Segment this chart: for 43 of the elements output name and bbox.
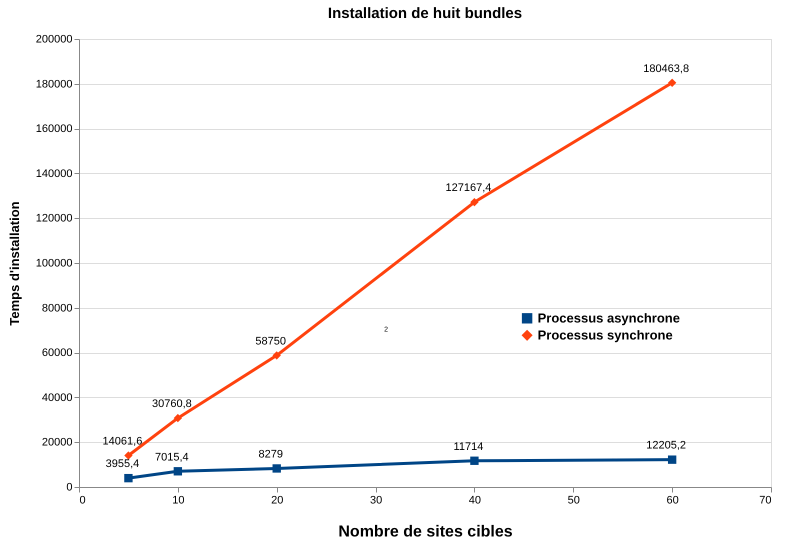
point — [668, 455, 676, 464]
x-axis-title: Nombre de sites cibles — [338, 524, 513, 540]
y-tick-label: 160000 — [36, 123, 72, 136]
point — [272, 351, 281, 360]
data-label: 7015,4 — [155, 451, 189, 464]
point — [470, 198, 479, 206]
data-label: 11714 — [454, 440, 484, 453]
x-tick-label: 50 — [568, 494, 580, 506]
data-label: 127167,4 — [445, 182, 492, 194]
y-tick-label: 80000 — [42, 302, 72, 314]
data-label: 8279 — [258, 448, 283, 460]
point — [272, 464, 281, 473]
chart-title: Installation de huit bundles — [328, 5, 522, 22]
y-tick-label: 0 — [66, 482, 72, 494]
y-tick-label: 200000 — [36, 34, 72, 46]
y-tick-label: 60000 — [42, 347, 72, 360]
legend-label: Processus asynchrone — [538, 310, 680, 326]
y-tick-label: 140000 — [36, 168, 72, 180]
x-tick-label: 40 — [468, 494, 482, 506]
data-label: 12205,2 — [646, 440, 686, 452]
data-label: 180463,8 — [643, 62, 690, 75]
x-tick-label: 10 — [172, 494, 184, 506]
point — [174, 467, 182, 476]
point — [174, 414, 182, 422]
y-tick-label: 100000 — [36, 258, 72, 270]
y-tick-label: 40000 — [42, 392, 72, 404]
data-label: 30760,8 — [152, 398, 192, 410]
y-axis-title: Temps d'installation — [6, 201, 22, 326]
x-tick-label: 20 — [271, 494, 284, 506]
point — [124, 474, 133, 482]
data-label: 3955,4 — [106, 458, 140, 470]
y-tick-label: 180000 — [36, 78, 72, 90]
x-tick-label: 70 — [759, 494, 772, 506]
x-tick-label: 0 — [80, 494, 86, 506]
point — [668, 78, 676, 87]
legend-label: Processus synchrone — [538, 327, 673, 342]
data-label: 14061,6 — [102, 436, 142, 448]
y-tick-label: 120000 — [36, 212, 72, 225]
x-tick-label: 30 — [370, 494, 382, 506]
data-label: 58750 — [255, 335, 286, 348]
y-tick-label: 20000 — [42, 436, 72, 449]
point — [470, 456, 479, 465]
x-tick-label: 60 — [666, 494, 679, 506]
